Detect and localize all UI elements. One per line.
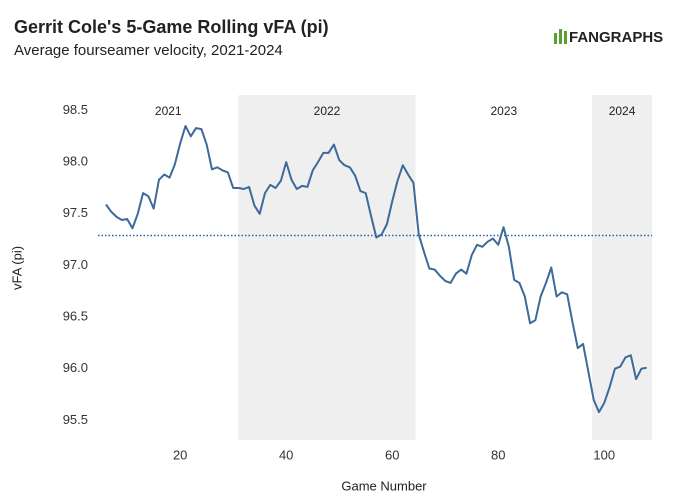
y-tick-label: 98.5 xyxy=(63,102,88,117)
season-label: 2021 xyxy=(155,104,182,118)
chart-title: Gerrit Cole's 5-Game Rolling vFA (pi) xyxy=(14,17,329,37)
y-tick-label: 97.5 xyxy=(63,205,88,220)
x-tick-label: 80 xyxy=(491,447,505,462)
x-tick-label: 20 xyxy=(173,447,187,462)
data-line xyxy=(105,124,647,414)
x-tick-label: 100 xyxy=(593,447,615,462)
season-band xyxy=(592,95,652,440)
y-tick-label: 97.0 xyxy=(63,257,88,272)
x-tick-label: 40 xyxy=(279,447,293,462)
season-label: 2022 xyxy=(314,104,341,118)
x-axis-label: Game Number xyxy=(341,478,427,493)
season-label: 2023 xyxy=(490,104,517,118)
logo: FANGRAPHS xyxy=(569,29,663,46)
logo-icon xyxy=(554,29,567,44)
y-axis-label: vFA (pi) xyxy=(9,246,24,290)
x-tick-label: 60 xyxy=(385,447,399,462)
y-tick-label: 98.0 xyxy=(63,154,88,169)
season-band xyxy=(238,95,416,440)
y-tick-label: 96.0 xyxy=(63,360,88,375)
y-tick-label: 96.5 xyxy=(63,309,88,324)
season-label: 2024 xyxy=(609,104,636,118)
y-tick-label: 95.5 xyxy=(63,412,88,427)
chart-subtitle: Average fourseamer velocity, 2021-2024 xyxy=(14,42,283,59)
